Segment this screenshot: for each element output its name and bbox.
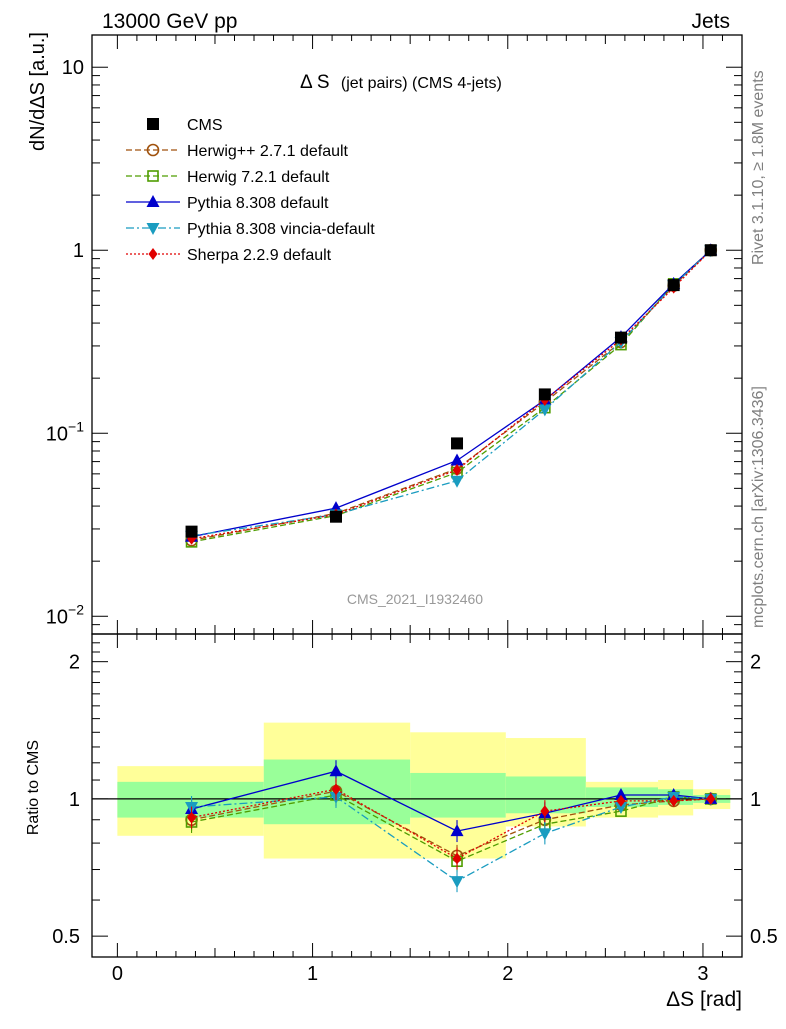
- main-y-tick-label: 1: [73, 240, 84, 262]
- main-y-tick-base: 10: [46, 423, 68, 445]
- ratio-point-sherpa-2-2-9-default: [452, 852, 462, 865]
- main-y-tick-exponent: −1: [68, 418, 84, 434]
- main-point-sherpa-2-2-9-default: [452, 463, 462, 476]
- ratio-series-sherpa-2-2-9-default: [187, 778, 716, 870]
- main-line-herwig-2-7-1-default: [191, 249, 712, 541]
- main-y-tick-base: 1: [73, 240, 84, 262]
- legend-label-sherpa-2-2-9-default: Sherpa 2.2.9 default: [187, 247, 332, 264]
- legend-marker-sherpa-2-2-9-default: [148, 248, 158, 260]
- ratio-point-pythia-8-308-default: [329, 764, 343, 777]
- main-y-axis-label: dN/dΔS [a.u.]: [27, 32, 49, 151]
- main-y-tick-base: 10: [62, 57, 84, 79]
- main-title: Δ S (jet pairs) (CMS 4-jets): [300, 72, 502, 93]
- x-tick-label: 3: [697, 963, 708, 985]
- legend-label-cms: CMS: [187, 117, 223, 134]
- legend-marker-herwig-7-2-1-default: [147, 170, 159, 182]
- main-point-cms: [185, 525, 198, 538]
- ratio-y-tick-label-left: 1: [69, 789, 80, 811]
- main-plot-layer: [185, 243, 718, 548]
- ratio-point-pythia-8-308-vincia-default: [614, 801, 628, 814]
- legend-marker-pythia-8-308-default: [146, 195, 160, 207]
- main-line-pythia-8-308-default: [191, 249, 712, 538]
- ratio-point-sherpa-2-2-9-default: [540, 805, 550, 818]
- main-point-pythia-8-308-default: [450, 453, 464, 466]
- main-title-detail: (jet pairs) (CMS 4-jets): [341, 75, 502, 92]
- ratio-plot-layer: [92, 722, 742, 893]
- ratio-y-tick-label-right: 1: [750, 789, 761, 811]
- legend-label-herwig-7-2-1-default: Herwig 7.2.1 default: [187, 169, 330, 186]
- main-series-pythia-8-308-vincia-default: [185, 245, 718, 543]
- ratio-point-sherpa-2-2-9-default: [331, 783, 341, 796]
- main-point-cms: [538, 388, 551, 401]
- main-y-tick-base: 10: [46, 606, 68, 628]
- main-series-cms: [185, 244, 717, 538]
- legend-entry-pythia-8-308-default: Pythia 8.308 default: [126, 195, 329, 212]
- main-line-sherpa-2-2-9-default: [191, 249, 712, 540]
- main-y-tick-label: 10−2: [46, 601, 84, 628]
- ratio-point-sherpa-2-2-9-default: [706, 792, 716, 805]
- ratio-point-pythia-8-308-default: [614, 787, 628, 800]
- ratio-y-tick-label-right: 2: [750, 652, 761, 674]
- header-process: 13000 GeV pp: [102, 10, 237, 33]
- ratio-frame: [91, 633, 743, 958]
- main-title-observable: Δ S: [300, 72, 330, 93]
- x-tick-label: 2: [502, 963, 513, 985]
- ratio-point-pythia-8-308-default: [450, 824, 464, 837]
- legend-label-pythia-8-308-vincia-default: Pythia 8.308 vincia-default: [187, 221, 375, 238]
- main-point-cms: [329, 510, 342, 523]
- legend-marker-pythia-8-308-vincia-default: [146, 223, 160, 235]
- side-label-mcplots: mcplots.cern.ch [arXiv:1306.3436]: [750, 386, 767, 628]
- ratio-point-pythia-8-308-vincia-default: [450, 876, 464, 889]
- legend-marker-cms: [147, 118, 159, 130]
- x-axis-label: ΔS [rad]: [666, 988, 742, 1011]
- legend-entry-sherpa-2-2-9-default: Sherpa 2.2.9 default: [126, 247, 332, 264]
- legend-entry-herwig-2-7-1-default: Herwig++ 2.7.1 default: [126, 143, 349, 160]
- ratio-point-sherpa-2-2-9-default: [616, 794, 626, 807]
- ratio-point-sherpa-2-2-9-default: [187, 811, 197, 824]
- main-point-cms: [704, 244, 717, 257]
- main-point-pythia-8-308-vincia-default: [538, 404, 552, 417]
- main-series-pythia-8-308-default: [185, 243, 718, 542]
- legend-marker-herwig-2-7-1-default: [146, 143, 160, 157]
- legend-label-pythia-8-308-default: Pythia 8.308 default: [187, 195, 329, 212]
- legend-entry-pythia-8-308-vincia-default: Pythia 8.308 vincia-default: [126, 221, 375, 238]
- legend-entry-herwig-7-2-1-default: Herwig 7.2.1 default: [126, 169, 330, 186]
- ratio-y-tick-label-right: 0.5: [750, 926, 778, 948]
- ratio-band-inner: [410, 772, 506, 818]
- ratio-y-tick-label-left: 0.5: [52, 926, 80, 948]
- x-tick-label: 0: [112, 963, 123, 985]
- main-point-cms: [614, 331, 627, 344]
- main-line-herwig-7-2-1-default: [191, 249, 712, 543]
- main-y-tick-label: 10−1: [46, 418, 84, 445]
- legend: CMS Herwig++ 2.7.1 default Herwig 7.2.1 de…: [126, 117, 375, 264]
- ratio-point-sherpa-2-2-9-default: [669, 794, 679, 807]
- legend-label-herwig-2-7-1-default: Herwig++ 2.7.1 default: [187, 143, 349, 160]
- main-series-sherpa-2-2-9-default: [187, 244, 716, 545]
- analysis-watermark: CMS_2021_I1932460: [347, 591, 483, 607]
- ratio-y-tick-label-left: 2: [69, 652, 80, 674]
- ratio-y-axis-label: Ratio to CMS: [25, 740, 42, 835]
- main-y-tick-label: 10: [62, 57, 84, 79]
- main-point-cms: [667, 279, 680, 292]
- main-y-tick-exponent: −2: [68, 601, 84, 617]
- main-point-cms: [451, 437, 464, 450]
- main-series-herwig-7-2-1-default: [185, 244, 717, 548]
- main-point-pythia-8-308-vincia-default: [450, 475, 464, 488]
- main-series-herwig-2-7-1-default: [185, 243, 718, 547]
- ratio-point-pythia-8-308-vincia-default: [538, 828, 552, 841]
- x-tick-label: 1: [307, 963, 318, 985]
- main-line-pythia-8-308-vincia-default: [191, 249, 712, 537]
- legend-entry-cms: CMS: [147, 117, 223, 134]
- side-label-rivet: Rivet 3.1.10, ≥ 1.8M events: [750, 70, 767, 265]
- header-observable-group: Jets: [691, 10, 730, 33]
